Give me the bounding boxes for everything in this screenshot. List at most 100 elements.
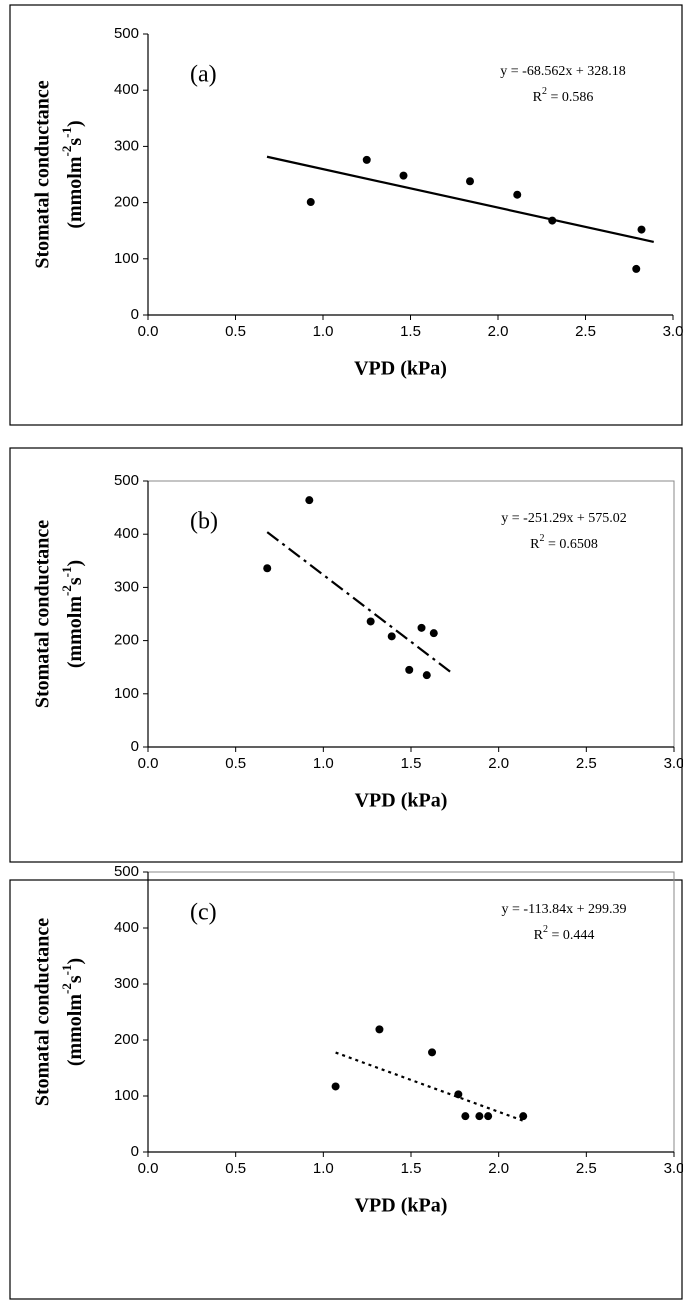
r-squared-part: R <box>534 928 544 943</box>
y-axis-unit: (mmolm-2s-1) <box>59 560 86 668</box>
x-tick-label: 3.0 <box>663 323 683 340</box>
data-point <box>637 225 646 234</box>
x-axis-title: VPD (kPa) <box>354 358 447 380</box>
x-tick-label: 2.5 <box>576 755 597 772</box>
y-tick-label: 300 <box>114 975 139 992</box>
x-tick-label: 1.0 <box>313 755 334 772</box>
panel-border <box>9 879 683 1300</box>
x-tick-label: 1.0 <box>313 323 334 340</box>
data-point <box>632 264 641 273</box>
data-point <box>519 1112 528 1121</box>
r-squared: R2 = 0.6508 <box>530 533 598 552</box>
x-tick-label: 0.0 <box>138 755 159 772</box>
x-tick-label: 0.5 <box>225 323 246 340</box>
x-tick-label: 1.5 <box>401 755 422 772</box>
y-tick-label: 0 <box>131 306 139 323</box>
y-axis-unit-part: (mmolm <box>64 156 86 229</box>
x-tick-label: 2.5 <box>575 323 596 340</box>
y-tick-label: 200 <box>114 1031 139 1048</box>
data-point <box>366 617 375 626</box>
equation: y = -68.562x + 328.18 <box>500 64 625 79</box>
data-point <box>454 1090 463 1099</box>
r-squared: R2 = 0.586 <box>533 86 594 105</box>
y-axis-unit: (mmolm-2s-1) <box>59 120 86 228</box>
r-squared-part: R <box>530 537 540 552</box>
y-tick-label: 400 <box>114 525 139 542</box>
r-squared-part: R <box>533 90 543 105</box>
r-squared-part: 2 <box>542 86 547 97</box>
data-point <box>484 1112 493 1121</box>
data-point <box>362 155 371 164</box>
data-point <box>306 198 315 207</box>
panel-border <box>9 4 683 426</box>
panel-label: (a) <box>190 62 217 88</box>
data-point <box>331 1082 340 1091</box>
y-axis-unit-part: s <box>64 577 86 585</box>
r-squared-part: = 0.444 <box>548 928 594 943</box>
r-squared-part: = 0.6508 <box>544 537 597 552</box>
y-axis-title: Stomatal conductance <box>32 918 54 1106</box>
y-tick-label: 200 <box>114 194 139 211</box>
data-point <box>405 665 414 674</box>
trendline <box>335 1051 524 1122</box>
x-axis-title: VPD (kPa) <box>355 1195 448 1217</box>
data-point <box>513 190 522 199</box>
y-axis-unit-part: ) <box>64 560 86 567</box>
x-tick-label: 3.0 <box>664 1160 683 1177</box>
y-axis-unit-part: -2 <box>59 146 74 157</box>
y-tick-label: 0 <box>131 738 139 755</box>
y-tick-label: 0 <box>131 1143 139 1160</box>
y-axis-unit-part: -2 <box>59 585 74 596</box>
y-axis-unit-part: s <box>64 975 86 983</box>
x-tick-label: 0.0 <box>138 1160 159 1177</box>
y-tick-label: 100 <box>114 250 139 267</box>
data-point <box>399 171 408 180</box>
y-axis-unit: (mmolm-2s-1) <box>59 958 86 1066</box>
x-tick-label: 2.0 <box>488 755 509 772</box>
trendline <box>266 531 452 674</box>
panel-border <box>9 447 683 863</box>
x-tick-label: 0.5 <box>225 1160 246 1177</box>
data-point <box>305 496 314 505</box>
r-squared-part: 2 <box>539 533 544 544</box>
x-tick-label: 2.0 <box>488 1160 509 1177</box>
trendline <box>266 155 654 244</box>
y-tick-label: 100 <box>114 685 139 702</box>
r-squared: R2 = 0.444 <box>534 924 595 943</box>
data-point <box>461 1112 470 1121</box>
y-axis-unit-part: -1 <box>59 964 74 975</box>
equation: y = -251.29x + 575.02 <box>501 511 626 526</box>
y-tick-label: 200 <box>114 632 139 649</box>
y-axis-unit-part: ) <box>64 958 86 965</box>
data-point <box>417 623 426 632</box>
y-tick-label: 500 <box>114 472 139 489</box>
y-axis-unit-part: s <box>64 138 86 146</box>
equation: y = -113.84x + 299.39 <box>502 902 627 917</box>
y-axis-unit-part: (mmolm <box>64 596 86 669</box>
y-tick-label: 300 <box>114 578 139 595</box>
data-point <box>475 1112 484 1121</box>
panel-label: (c) <box>190 900 217 926</box>
y-axis-unit-part: -2 <box>59 983 74 994</box>
data-point <box>466 177 474 186</box>
x-tick-label: 2.5 <box>576 1160 597 1177</box>
y-tick-label: 100 <box>114 1087 139 1104</box>
data-point <box>387 632 396 641</box>
x-tick-label: 1.0 <box>313 1160 334 1177</box>
x-tick-label: 2.0 <box>488 323 509 340</box>
data-point <box>429 629 438 638</box>
data-point <box>263 564 272 573</box>
data-point <box>428 1048 437 1057</box>
y-tick-label: 400 <box>114 81 139 98</box>
x-tick-label: 1.5 <box>401 1160 422 1177</box>
y-tick-label: 300 <box>114 137 139 154</box>
data-point <box>548 216 557 225</box>
data-point <box>375 1025 384 1034</box>
y-tick-label: 500 <box>114 863 139 880</box>
r-squared-part: 2 <box>543 924 548 935</box>
y-axis-unit-part: (mmolm <box>64 994 86 1067</box>
panel-label: (b) <box>190 509 218 535</box>
y-axis-title: Stomatal conductance <box>32 520 54 708</box>
y-axis-unit-part: ) <box>64 120 86 127</box>
